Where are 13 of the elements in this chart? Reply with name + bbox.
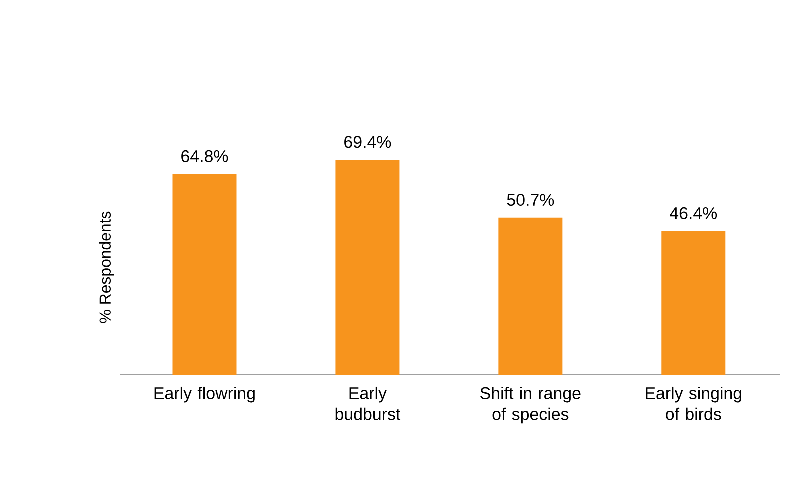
- x-tick-label: Early singing of birds: [646, 386, 742, 420]
- bar: [662, 231, 726, 375]
- data-label: 50.7%: [507, 194, 554, 206]
- bar: [336, 160, 400, 375]
- data-label: 69.4%: [344, 136, 392, 148]
- data-label: 46.4%: [670, 207, 718, 220]
- bar: [498, 218, 563, 375]
- data-label: 64.8%: [182, 150, 228, 162]
- x-tick-label: Early flowring: [154, 386, 255, 403]
- bar: [172, 174, 237, 375]
- x-tick-label: Early budburst: [336, 386, 401, 420]
- y-axis-title: % Respondents: [99, 212, 114, 324]
- x-tick-label: Shift in range of species: [480, 386, 581, 424]
